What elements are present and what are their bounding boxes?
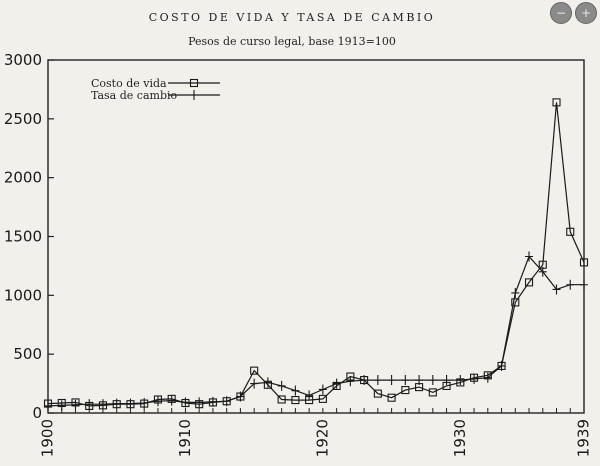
data-point — [208, 396, 217, 407]
data-point — [401, 386, 410, 395]
zoom-in-icon: + — [580, 6, 592, 20]
data-point — [566, 227, 575, 236]
data-point — [346, 376, 355, 387]
x-axis: 1900 1910 1920 1930 1939 — [39, 408, 593, 457]
data-point — [497, 360, 506, 371]
data-point — [140, 397, 149, 408]
zoom-out-icon: − — [555, 6, 567, 20]
data-point — [250, 366, 259, 375]
data-point — [401, 375, 410, 386]
zoom-in-button[interactable]: + — [575, 2, 597, 24]
data-point — [291, 396, 300, 405]
y-tick-label: 1500 — [4, 228, 42, 246]
legend-marker — [190, 90, 198, 100]
data-point — [181, 397, 190, 408]
data-point — [524, 278, 534, 287]
data-point — [126, 398, 135, 409]
series-line — [47, 102, 585, 407]
data-point — [236, 391, 245, 402]
data-point — [415, 375, 424, 386]
data-point — [511, 287, 520, 298]
data-point — [318, 384, 327, 395]
data-point — [44, 400, 52, 411]
y-tick-label: 1000 — [4, 286, 42, 304]
data-point — [387, 375, 396, 386]
data-point — [277, 380, 286, 391]
data-point — [470, 373, 479, 384]
data-point — [85, 399, 94, 410]
data-point — [222, 396, 231, 407]
y-axis: 0 500 1000 1500 2000 2500 3000 — [4, 51, 54, 422]
data-point — [552, 98, 561, 107]
series-tasa-de-cambio — [44, 251, 588, 411]
data-point — [525, 251, 534, 262]
data-point — [112, 398, 121, 409]
data-point — [483, 372, 492, 383]
data-point — [167, 395, 176, 406]
chart-title: COSTO DE VIDA Y TASA DE CAMBIO — [149, 11, 436, 24]
data-point — [71, 399, 80, 410]
data-point — [263, 377, 272, 388]
x-tick-label: 1910 — [176, 419, 194, 457]
legend-marker — [189, 78, 199, 88]
series-costo-de-vida — [43, 98, 589, 410]
zoom-out-button[interactable]: − — [550, 2, 572, 24]
data-point — [195, 397, 204, 408]
y-tick-label: 3000 — [4, 51, 42, 69]
data-point — [360, 375, 369, 386]
data-point — [387, 393, 396, 402]
data-point — [277, 395, 286, 404]
data-point — [250, 378, 259, 389]
y-tick-label: 500 — [13, 345, 42, 363]
data-point — [57, 400, 66, 411]
data-point — [373, 375, 382, 386]
chart-subtitle: Pesos de curso legal, base 1913=100 — [188, 35, 396, 48]
series-line — [47, 255, 584, 407]
y-tick-label: 0 — [32, 404, 42, 422]
data-point — [291, 385, 300, 396]
data-point — [580, 279, 588, 290]
data-point — [511, 298, 520, 307]
data-point — [566, 279, 575, 290]
x-tick-label: 1920 — [313, 419, 331, 457]
y-tick-label: 2000 — [4, 169, 42, 187]
data-point — [579, 258, 589, 267]
x-tick-label: 1939 — [575, 419, 593, 457]
legend-label: Tasa de cambio — [91, 89, 177, 102]
data-point — [332, 378, 341, 389]
data-point — [552, 284, 561, 295]
plot-frame — [47, 59, 585, 414]
series-layer — [43, 98, 589, 411]
y-tick-label: 2500 — [4, 110, 42, 128]
data-point — [428, 388, 437, 397]
data-point — [373, 389, 382, 398]
data-point — [456, 375, 465, 386]
x-tick-label: 1900 — [39, 419, 57, 457]
data-point — [305, 390, 314, 401]
data-point — [153, 396, 162, 407]
data-point — [428, 375, 437, 386]
data-point — [318, 394, 327, 403]
data-point — [538, 266, 547, 277]
data-point — [98, 399, 107, 410]
x-tick-label: 1930 — [451, 419, 469, 457]
data-point — [442, 375, 451, 386]
legend-label: Costo de vida — [91, 77, 167, 90]
